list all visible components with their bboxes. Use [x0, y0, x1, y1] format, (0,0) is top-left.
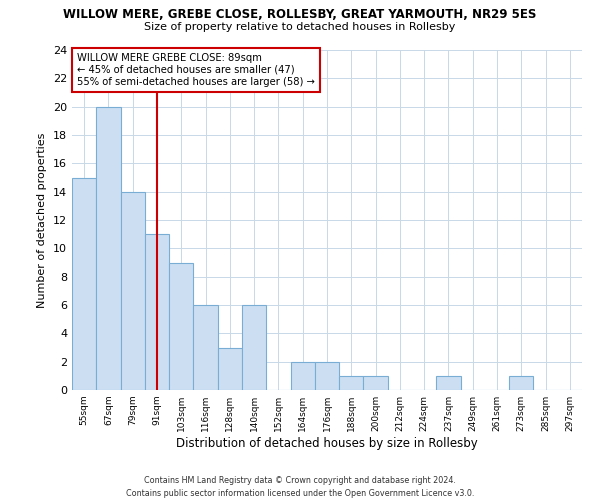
Bar: [218, 348, 242, 390]
Bar: [121, 192, 145, 390]
Text: WILLOW MERE GREBE CLOSE: 89sqm
← 45% of detached houses are smaller (47)
55% of : WILLOW MERE GREBE CLOSE: 89sqm ← 45% of …: [77, 54, 315, 86]
Bar: [96, 106, 121, 390]
Bar: [169, 262, 193, 390]
Bar: [72, 178, 96, 390]
Bar: [193, 305, 218, 390]
Text: Size of property relative to detached houses in Rollesby: Size of property relative to detached ho…: [145, 22, 455, 32]
Bar: [145, 234, 169, 390]
Bar: [436, 376, 461, 390]
Bar: [315, 362, 339, 390]
X-axis label: Distribution of detached houses by size in Rollesby: Distribution of detached houses by size …: [176, 437, 478, 450]
Text: Contains HM Land Registry data © Crown copyright and database right 2024.
Contai: Contains HM Land Registry data © Crown c…: [126, 476, 474, 498]
Bar: [509, 376, 533, 390]
Bar: [290, 362, 315, 390]
Text: WILLOW MERE, GREBE CLOSE, ROLLESBY, GREAT YARMOUTH, NR29 5ES: WILLOW MERE, GREBE CLOSE, ROLLESBY, GREA…: [64, 8, 536, 20]
Bar: [242, 305, 266, 390]
Bar: [339, 376, 364, 390]
Bar: [364, 376, 388, 390]
Y-axis label: Number of detached properties: Number of detached properties: [37, 132, 47, 308]
